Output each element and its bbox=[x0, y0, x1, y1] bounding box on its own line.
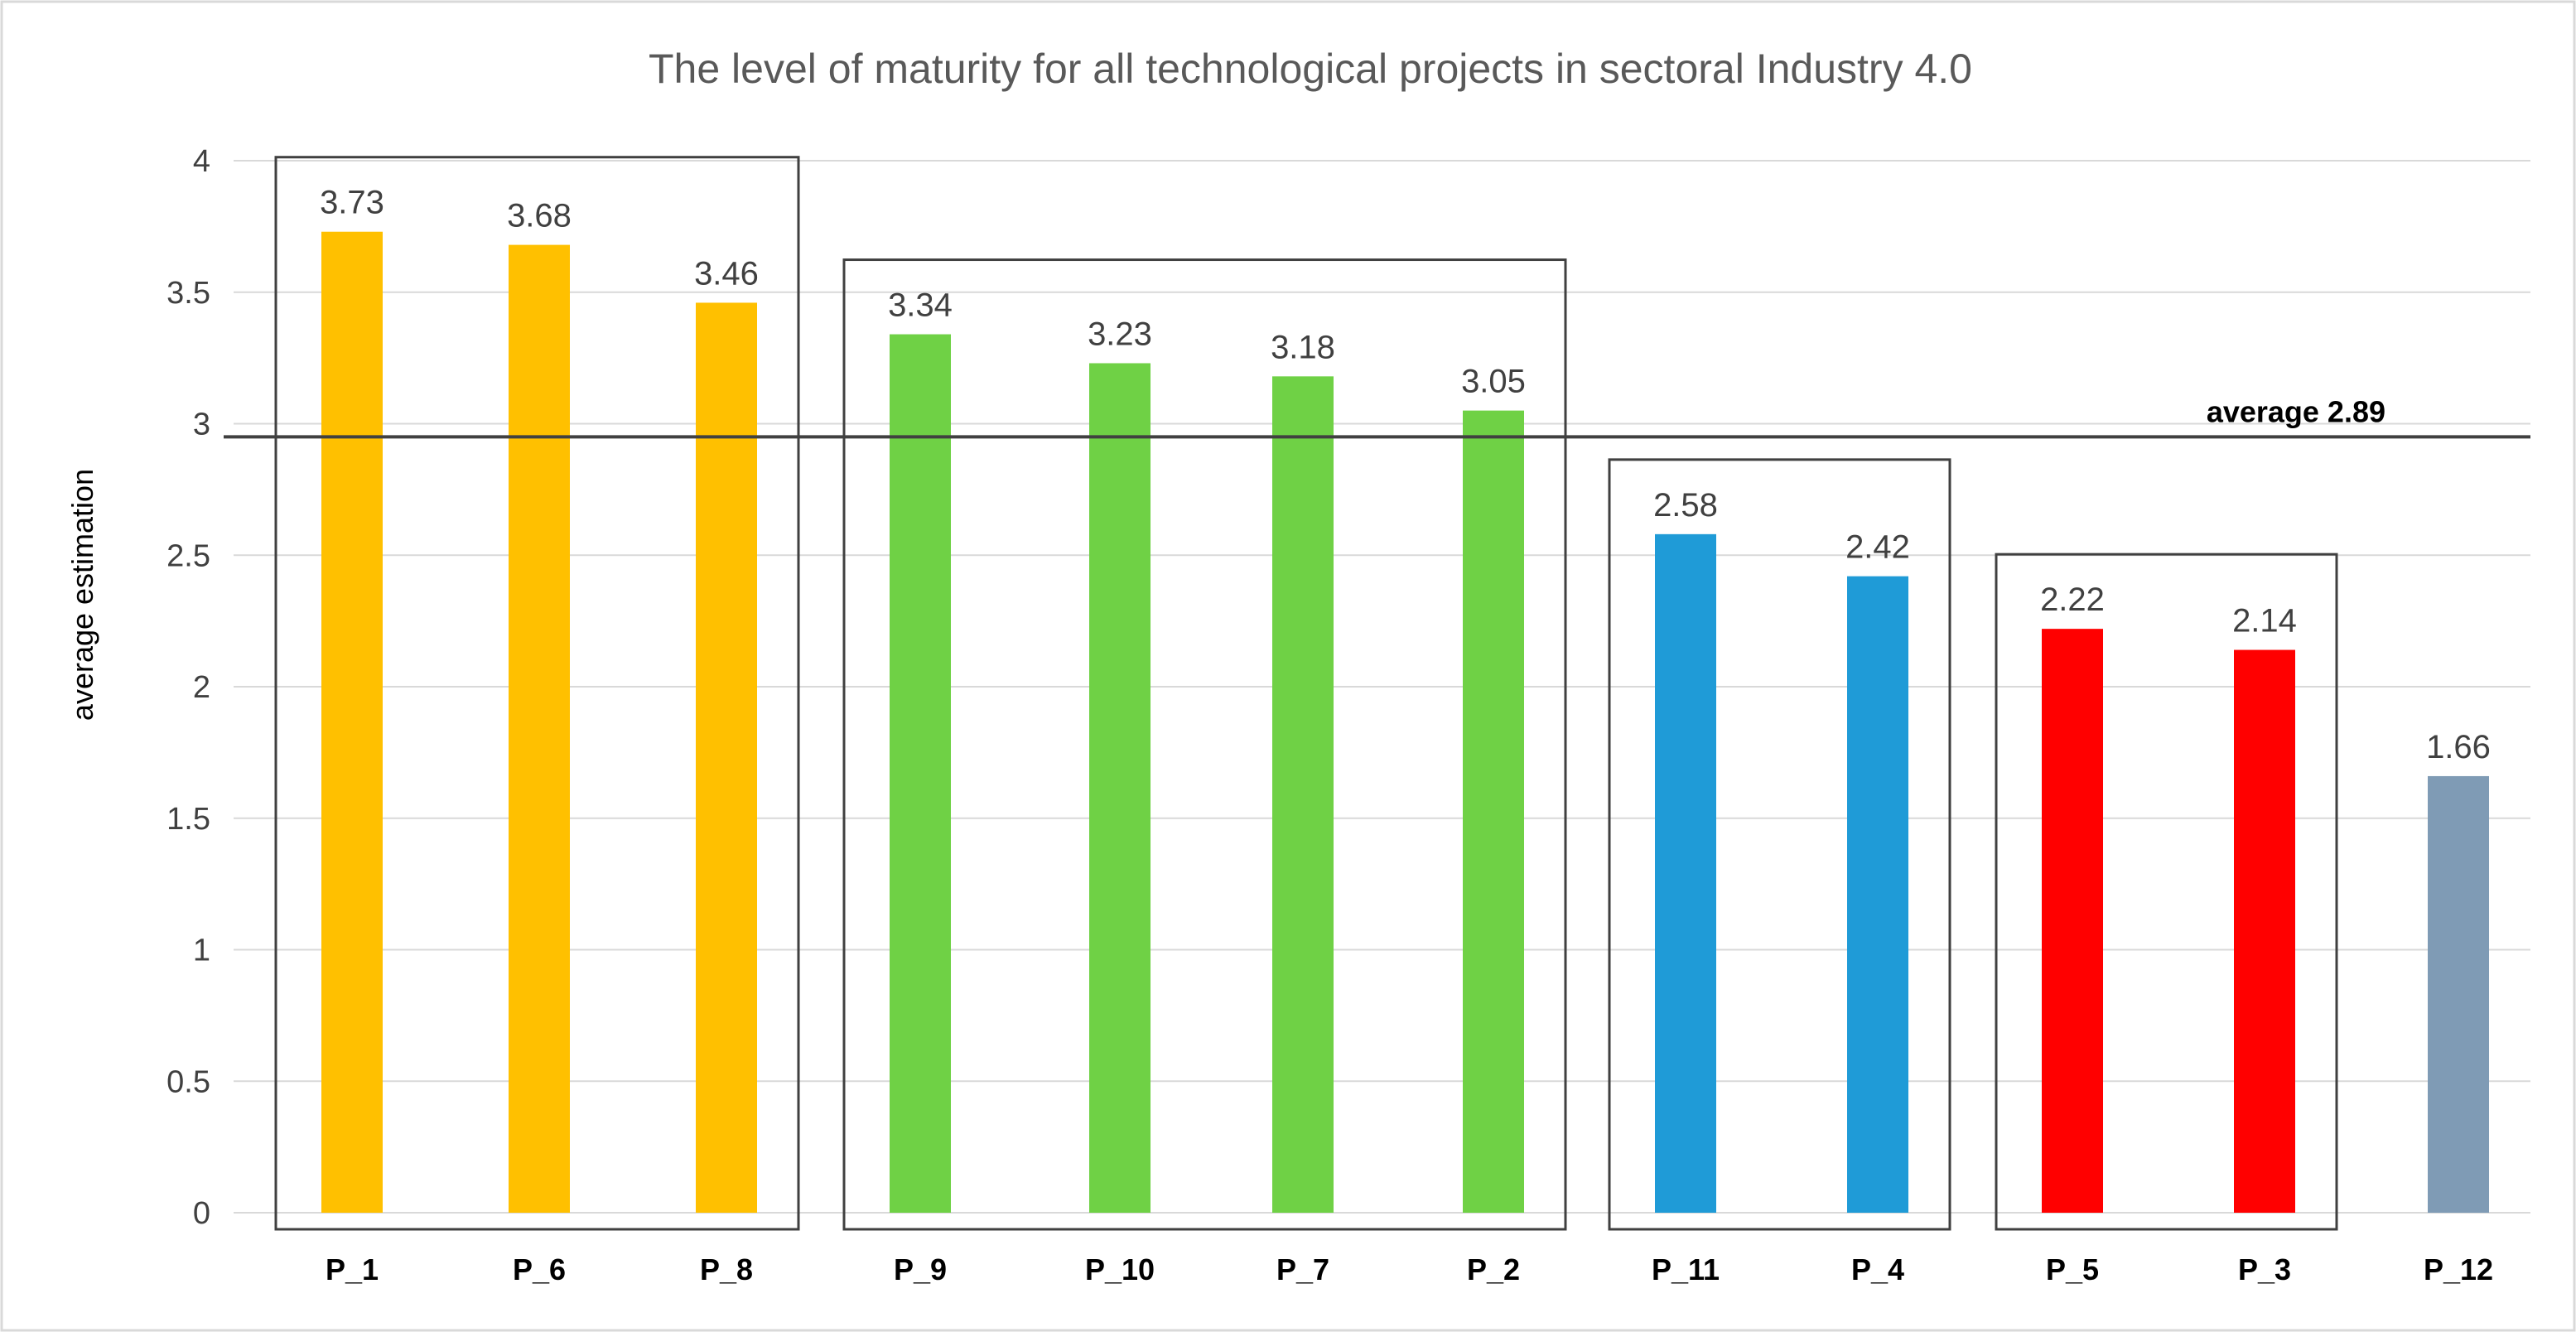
bar-P_4 bbox=[1847, 576, 1908, 1213]
average-label: average 2.89 bbox=[2207, 394, 2385, 428]
x-tick-label: P_4 bbox=[1851, 1252, 1904, 1286]
x-tick-label: P_9 bbox=[894, 1252, 947, 1286]
y-axis-label: average estimation bbox=[65, 469, 99, 721]
bar-P_10 bbox=[1089, 363, 1151, 1214]
x-tick-label: P_11 bbox=[1652, 1252, 1720, 1286]
x-tick-label: P_6 bbox=[513, 1252, 566, 1286]
group-box bbox=[1608, 458, 1951, 1231]
x-axis-ticks: P_1 P_6 P_8 P_9 P_10 P_7 P_2 P_11 P_4 P_5 P_3 P_12 bbox=[326, 1252, 2493, 1286]
data-label: 3.34 bbox=[888, 287, 953, 324]
data-label: 3.46 bbox=[694, 255, 759, 292]
bar-P_3 bbox=[2234, 649, 2295, 1213]
y-tick-label: 2 bbox=[193, 670, 210, 705]
data-label: 2.42 bbox=[1845, 529, 1910, 566]
x-tick-label: P_8 bbox=[700, 1252, 753, 1286]
data-label: 3.18 bbox=[1271, 329, 1335, 365]
x-tick-label: P_7 bbox=[1276, 1252, 1329, 1286]
y-axis-ticks: 0 0.5 1 1.5 2 2.5 3 3.5 4 bbox=[166, 144, 210, 1231]
data-label: 2.22 bbox=[2040, 582, 2105, 618]
y-tick-label: 3.5 bbox=[166, 276, 210, 311]
x-tick-label: P_5 bbox=[2046, 1252, 2099, 1286]
bar-P_12 bbox=[2428, 775, 2489, 1213]
chart-title: The level of maturity for all technologi… bbox=[649, 46, 1972, 92]
x-tick-label: P_3 bbox=[2238, 1252, 2291, 1286]
bar-P_8 bbox=[696, 302, 757, 1214]
group-box bbox=[274, 156, 800, 1231]
bar-P_2 bbox=[1463, 410, 1524, 1213]
data-label: 1.66 bbox=[2426, 729, 2491, 765]
bar-P_7 bbox=[1272, 376, 1334, 1214]
group-box bbox=[842, 258, 1567, 1231]
bars bbox=[321, 231, 2489, 1214]
data-label: 2.58 bbox=[1653, 487, 1718, 524]
bar-P_5 bbox=[2042, 629, 2103, 1213]
y-tick-label: 1.5 bbox=[166, 802, 210, 837]
y-tick-label: 2.5 bbox=[166, 538, 210, 573]
bar-P_11 bbox=[1655, 533, 1716, 1213]
y-tick-label: 3 bbox=[193, 408, 210, 442]
x-tick-label: P_1 bbox=[326, 1252, 379, 1286]
x-tick-label: P_12 bbox=[2424, 1252, 2493, 1286]
group-box bbox=[1995, 553, 2338, 1231]
y-tick-label: 0.5 bbox=[166, 1064, 210, 1099]
y-tick-label: 1 bbox=[193, 934, 210, 968]
bar-P_1 bbox=[321, 231, 383, 1214]
bar-P_6 bbox=[509, 244, 570, 1214]
data-label: 3.23 bbox=[1088, 316, 1152, 352]
data-label: 3.05 bbox=[1461, 364, 1526, 400]
average-reference: average 2.89 bbox=[224, 394, 2530, 439]
y-tick-label: 0 bbox=[193, 1196, 210, 1231]
x-tick-label: P_10 bbox=[1085, 1252, 1155, 1286]
data-label: 3.73 bbox=[320, 185, 384, 221]
group-boxes bbox=[274, 156, 2338, 1231]
y-tick-label: 4 bbox=[193, 144, 210, 179]
data-labels: 3.73 3.68 3.46 3.34 3.23 3.18 3.05 2.58 2.42 2.22… bbox=[320, 185, 2491, 765]
data-label: 2.14 bbox=[2232, 603, 2297, 639]
bar-P_9 bbox=[890, 334, 951, 1213]
x-tick-label: P_2 bbox=[1467, 1252, 1520, 1286]
data-label: 3.68 bbox=[507, 198, 572, 234]
